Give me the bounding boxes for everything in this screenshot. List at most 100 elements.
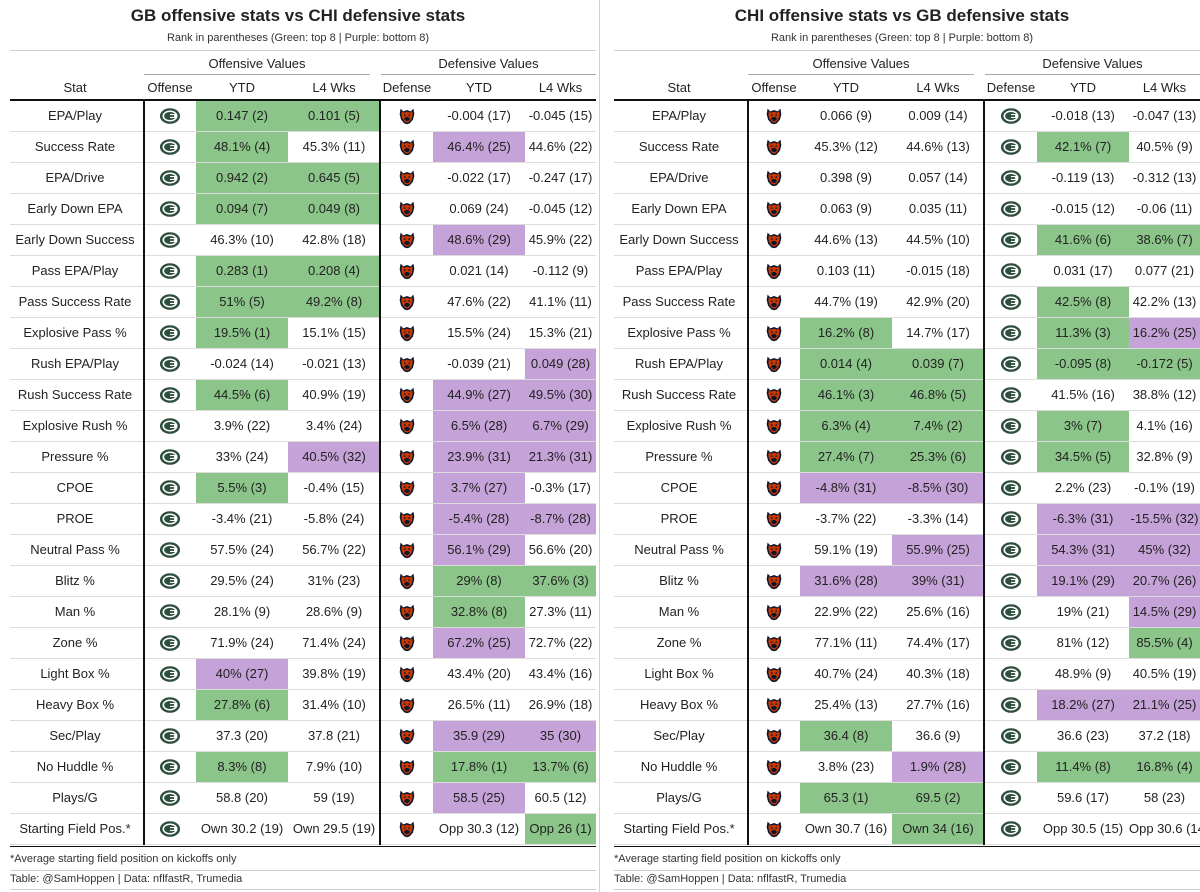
packers-logo-icon <box>159 325 181 341</box>
defensive-values-header: Defensive Values <box>438 56 539 71</box>
packers-logo-icon <box>1000 604 1022 620</box>
offense-l4-value: Own 34 (16) <box>892 814 984 844</box>
defensive-values-header: Defensive Values <box>1042 56 1143 71</box>
offensive-values-header: Offensive Values <box>208 56 306 71</box>
defense-l4-value: 16.8% (4) <box>1129 752 1200 782</box>
offense-team-cell <box>748 690 800 720</box>
defense-l4-value: -8.7% (28) <box>525 504 596 534</box>
packers-logo-icon <box>1000 635 1022 651</box>
defense-ytd-value: 34.5% (5) <box>1037 442 1129 472</box>
defense-ytd-value: -0.022 (17) <box>447 170 511 185</box>
defense-l4-value: -0.112 (9) <box>532 263 589 278</box>
offense-team-cell <box>144 380 196 410</box>
offense-team-cell <box>144 566 196 596</box>
defense-l4-value: 15.3% (21) <box>528 325 593 340</box>
column-header-ytd-def: YTD <box>1070 80 1096 95</box>
column-header-offense: Offense <box>147 80 193 95</box>
table-row: Sec/Play 36.4 (8) 36.6 (9) 36.6 (23) 37.2 (1… <box>614 721 1200 752</box>
offensive-values-header: Offensive Values <box>812 56 910 71</box>
packers-logo-icon <box>1000 387 1022 403</box>
column-header-stat: Stat <box>667 80 691 95</box>
bears-logo-icon <box>766 728 782 745</box>
offense-l4-value: 40.9% (19) <box>302 387 366 402</box>
table-row: Pressure % 27.4% (7) 25.3% (6) 34.5% (5) 32.… <box>614 442 1200 473</box>
defense-team-cell <box>985 349 1037 379</box>
right-panel: CHI offensive stats vs GB defensive stat… <box>604 0 1200 892</box>
offense-l4-value: -8.5% (30) <box>892 473 984 503</box>
offense-ytd-value: -0.024 (14) <box>210 356 274 371</box>
bears-logo-icon <box>766 821 782 838</box>
defense-team-cell <box>985 132 1037 162</box>
offense-ytd-value: 22.9% (22) <box>814 604 878 619</box>
offense-l4-value: 0.101 (5) <box>288 101 380 131</box>
header-rule <box>10 50 596 51</box>
defense-team-cell <box>985 814 1037 844</box>
packers-logo-icon <box>159 294 181 310</box>
table-row: Explosive Pass % 16.2% (8) 14.7% (17) 11.3%… <box>614 318 1200 349</box>
defense-ytd-value: 59.6 (17) <box>1056 790 1110 805</box>
packers-logo-icon <box>159 759 181 775</box>
offense-team-cell <box>748 473 800 503</box>
stat-name: Man % <box>658 604 700 619</box>
offense-l4-value: 42.8% (18) <box>302 232 366 247</box>
bears-logo-icon <box>399 573 415 590</box>
stat-name: Sec/Play <box>49 728 101 743</box>
row-divider <box>10 162 596 163</box>
offense-ytd-value: 44.7% (19) <box>814 294 878 309</box>
packers-logo-icon <box>1000 697 1022 713</box>
defense-ytd-value: 0.021 (14) <box>449 263 509 278</box>
offense-team-cell <box>748 566 800 596</box>
defense-l4-value: 37.6% (3) <box>525 566 596 596</box>
packers-logo-icon <box>1000 449 1022 465</box>
offense-l4-value: 1.9% (28) <box>892 752 984 782</box>
offense-l4-value: -0.015 (18) <box>906 263 970 278</box>
table-title: CHI offensive stats vs GB defensive stat… <box>734 6 1070 25</box>
defense-team-cell <box>381 752 433 782</box>
defense-l4-value: 32.8% (9) <box>1136 449 1193 464</box>
row-divider <box>614 255 1200 256</box>
table-bottom-rule <box>10 846 596 847</box>
defense-team-cell <box>381 132 433 162</box>
offense-ytd-value: 27.4% (7) <box>800 442 892 472</box>
stat-name: No Huddle % <box>36 759 114 774</box>
offense-l4-value: 44.6% (13) <box>906 139 970 154</box>
offense-l4-value: 0.035 (11) <box>908 201 968 216</box>
offense-l4-value: 3.4% (24) <box>305 418 363 433</box>
bears-logo-icon <box>766 635 782 652</box>
bears-logo-icon <box>399 511 415 528</box>
packers-logo-icon <box>159 480 181 496</box>
footnote-rule <box>614 870 1200 871</box>
defense-ytd-value: Opp 30.5 (15) <box>1042 821 1124 836</box>
defense-ytd-value: -0.004 (17) <box>447 108 511 123</box>
defense-l4-value: 45.9% (22) <box>528 232 593 247</box>
row-divider <box>10 348 596 349</box>
stat-name: Early Down EPA <box>27 201 123 216</box>
offense-ytd-value: 37.3 (20) <box>215 728 269 743</box>
table-row: Early Down EPA 0.063 (9) 0.035 (11) -0.015 … <box>614 194 1200 225</box>
packers-logo-icon <box>1000 511 1022 527</box>
offense-team-cell <box>144 752 196 782</box>
packers-logo-icon <box>159 387 181 403</box>
bears-logo-icon <box>399 759 415 776</box>
defense-l4-value: -0.312 (13) <box>1132 170 1197 185</box>
defense-team-cell <box>381 473 433 503</box>
table-row: EPA/Drive 0.398 (9) 0.057 (14) -0.119 (13) -… <box>614 163 1200 194</box>
offense-team-cell <box>144 132 196 162</box>
bears-logo-icon <box>766 232 782 249</box>
offense-team-cell <box>144 318 196 348</box>
table-row: Neutral Pass % 57.5% (24) 56.7% (22) 56.1% … <box>10 535 596 566</box>
stat-name: EPA/Drive <box>649 170 709 185</box>
panel-separator <box>599 0 600 892</box>
offense-ytd-value: 46.1% (3) <box>800 380 892 410</box>
stat-name: Early Down Success <box>15 232 135 247</box>
defense-ytd-value: 19.1% (29) <box>1037 566 1129 596</box>
offense-team-cell <box>748 504 800 534</box>
table-row: CPOE -4.8% (31) -8.5% (30) 2.2% (23) -0.1% (… <box>614 473 1200 504</box>
bears-logo-icon <box>766 201 782 218</box>
bears-logo-icon <box>399 418 415 435</box>
group-underline-offense <box>748 74 974 75</box>
stat-name: Blitz % <box>659 573 699 588</box>
bears-logo-icon <box>766 139 782 156</box>
defense-l4-value: -0.045 (12) <box>528 201 593 216</box>
row-divider <box>10 317 596 318</box>
